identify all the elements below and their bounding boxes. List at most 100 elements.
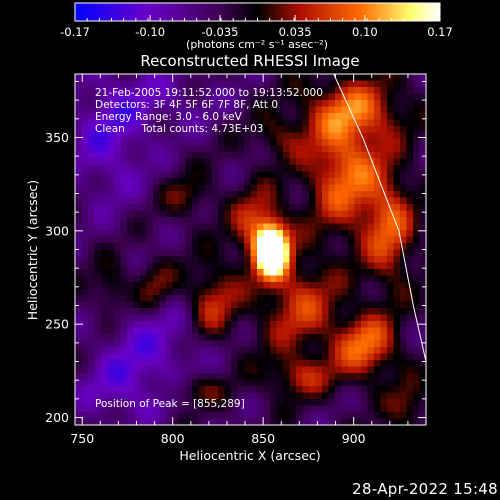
heatmap-cell <box>270 139 278 147</box>
heatmap-cell <box>179 243 187 251</box>
heatmap-cell <box>179 308 187 316</box>
heatmap-cell <box>328 386 336 394</box>
heatmap-cell <box>185 418 193 425</box>
heatmap-cell <box>367 353 375 361</box>
heatmap-cell <box>374 295 382 303</box>
heatmap-cell <box>153 275 161 283</box>
heatmap-cell <box>120 197 128 205</box>
heatmap-cell <box>400 191 408 199</box>
heatmap-cell <box>133 282 141 290</box>
heatmap-cell <box>101 126 109 134</box>
heatmap-cell <box>380 295 388 303</box>
heatmap-cell <box>406 126 414 134</box>
heatmap-cell <box>309 106 317 114</box>
heatmap-cell <box>387 158 395 166</box>
heatmap-cell <box>198 165 206 173</box>
heatmap-cell <box>348 171 356 179</box>
heatmap-cell <box>237 223 245 231</box>
heatmap-cell <box>387 301 395 309</box>
heatmap-cell <box>341 334 349 342</box>
heatmap-cell <box>419 347 426 355</box>
heatmap-cell <box>322 236 330 244</box>
heatmap-cell <box>270 230 278 238</box>
heatmap-cell <box>159 275 167 283</box>
heatmap-cell <box>218 308 226 316</box>
heatmap-cell <box>153 418 161 425</box>
heatmap-cell <box>244 204 252 212</box>
heatmap-cell <box>205 178 213 186</box>
heatmap-cell <box>335 399 343 407</box>
heatmap-cell <box>101 217 109 225</box>
heatmap-cell <box>335 236 343 244</box>
heatmap-cell <box>322 197 330 205</box>
heatmap-cell <box>335 217 343 225</box>
heatmap-cell <box>185 100 193 108</box>
heatmap-cell <box>393 119 401 127</box>
heatmap-cell <box>400 405 408 413</box>
heatmap-cell <box>400 347 408 355</box>
heatmap-cell <box>114 191 122 199</box>
heatmap-cell <box>263 145 271 153</box>
heatmap-cell <box>315 340 323 348</box>
heatmap-cell <box>354 210 362 218</box>
heatmap-cell <box>361 197 369 205</box>
heatmap-cell <box>335 191 343 199</box>
heatmap-cell <box>341 301 349 309</box>
heatmap-cell <box>218 165 226 173</box>
heatmap-cell <box>413 262 421 270</box>
heatmap-cell <box>179 100 187 108</box>
heatmap-cell <box>348 366 356 374</box>
heatmap-cell <box>127 74 135 82</box>
heatmap-cell <box>263 171 271 179</box>
heatmap-cell <box>133 100 141 108</box>
heatmap-cell <box>211 217 219 225</box>
heatmap-cell <box>231 308 239 316</box>
heatmap-cell <box>244 249 252 257</box>
heatmap-cell <box>120 106 128 114</box>
heatmap-cell <box>166 119 174 127</box>
heatmap-cell <box>94 314 102 322</box>
heatmap-cell <box>231 269 239 277</box>
heatmap-cell <box>400 145 408 153</box>
heatmap-cell <box>335 262 343 270</box>
heatmap-cell <box>120 347 128 355</box>
heatmap-cell <box>75 288 83 296</box>
heatmap-cell <box>159 360 167 368</box>
heatmap-cell <box>250 412 258 420</box>
heatmap-cell <box>127 308 135 316</box>
heatmap-cell <box>283 360 291 368</box>
heatmap-cell <box>159 119 167 127</box>
heatmap-cell <box>250 184 258 192</box>
heatmap-cell <box>81 158 89 166</box>
heatmap-cell <box>367 282 375 290</box>
heatmap-cell <box>374 392 382 400</box>
heatmap-cell <box>335 366 343 374</box>
heatmap-cell <box>283 399 291 407</box>
heatmap-cell <box>270 288 278 296</box>
heatmap-cell <box>374 80 382 88</box>
heatmap-cell <box>257 243 265 251</box>
heatmap-cell <box>270 119 278 127</box>
heatmap-cell <box>276 327 284 335</box>
heatmap-cell <box>419 379 426 387</box>
heatmap-cell <box>224 418 232 425</box>
heatmap-cell <box>387 360 395 368</box>
heatmap-cell <box>127 256 135 264</box>
heatmap-cell <box>419 165 426 173</box>
heatmap-cell <box>419 405 426 413</box>
heatmap-cell <box>276 347 284 355</box>
heatmap-cell <box>263 282 271 290</box>
heatmap-cell <box>114 243 122 251</box>
heatmap-cell <box>237 184 245 192</box>
heatmap-cell <box>380 243 388 251</box>
heatmap-cell <box>354 386 362 394</box>
heatmap-cell <box>114 106 122 114</box>
heatmap-cell <box>406 132 414 140</box>
heatmap-cell <box>270 197 278 205</box>
heatmap-cell <box>159 74 167 82</box>
heatmap-cell <box>120 295 128 303</box>
heatmap-cell <box>101 334 109 342</box>
heatmap-cell <box>413 340 421 348</box>
heatmap-cell <box>205 262 213 270</box>
heatmap-cell <box>101 223 109 231</box>
